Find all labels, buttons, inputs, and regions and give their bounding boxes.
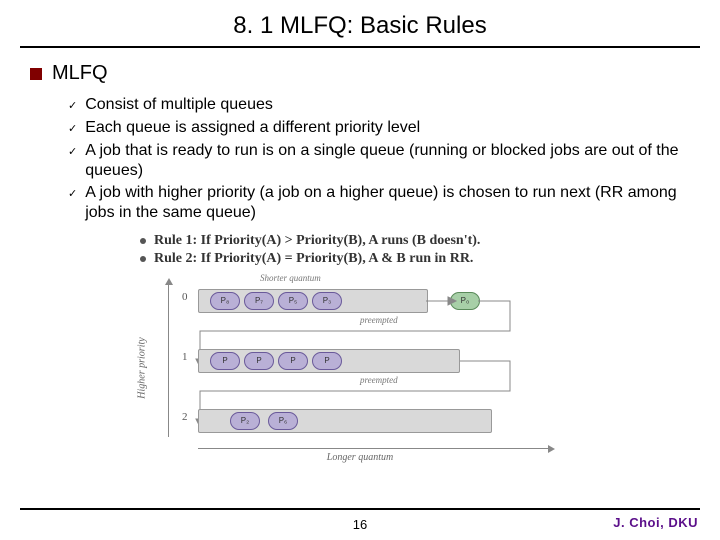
title-rule: [20, 46, 700, 48]
process-node: P₂: [230, 412, 260, 430]
bullet-text: Consist of multiple queues: [85, 95, 273, 115]
heading-text: MLFQ: [52, 62, 108, 85]
slide-title: 8. 1 MLFQ: Basic Rules: [0, 0, 720, 46]
page-number: 16: [353, 517, 367, 532]
rule-1: Rule 1: If Priority(A) > Priority(B), A …: [154, 233, 480, 248]
bullet-list: ✓ Consist of multiple queues ✓ Each queu…: [68, 95, 690, 223]
mlfq-diagram: Higher priority Shorter quantum 0 P₈ P₇ …: [150, 273, 570, 463]
list-item: ✓ A job with higher priority (a job on a…: [68, 183, 690, 223]
check-icon: ✓: [68, 184, 77, 204]
heading-row: MLFQ: [30, 62, 690, 85]
bullet-text: A job that is ready to run is on a singl…: [85, 141, 690, 181]
slide: 8. 1 MLFQ: Basic Rules MLFQ ✓ Consist of…: [0, 0, 720, 540]
x-axis-label: Longer quantum: [327, 452, 393, 463]
square-bullet-icon: [30, 68, 42, 80]
rule-2: Rule 2: If Priority(A) = Priority(B), A …: [154, 251, 473, 266]
x-axis-arrow-icon: [198, 448, 550, 449]
rules-box: Rule 1: If Priority(A) > Priority(B), A …: [140, 233, 690, 267]
preempted-label: preempted: [360, 375, 398, 385]
process-node: P₆: [268, 412, 298, 430]
rule-row: Rule 2: If Priority(A) = Priority(B), A …: [140, 251, 690, 267]
author-label: J. Choi, DKU: [613, 515, 698, 530]
list-item: ✓ Each queue is assigned a different pri…: [68, 118, 690, 139]
rule-text: Rule 1: If Priority(A) > Priority(B), A …: [154, 233, 480, 249]
bullet-text: A job with higher priority (a job on a h…: [85, 183, 690, 223]
check-icon: ✓: [68, 119, 77, 139]
bullet-text: Each queue is assigned a different prior…: [85, 118, 420, 138]
queue-index-label: 2: [182, 411, 188, 423]
check-icon: ✓: [68, 142, 77, 162]
list-item: ✓ Consist of multiple queues: [68, 95, 690, 116]
check-icon: ✓: [68, 96, 77, 116]
rule-text: Rule 2: If Priority(A) = Priority(B), A …: [154, 251, 473, 267]
content-area: MLFQ ✓ Consist of multiple queues ✓ Each…: [0, 62, 720, 463]
flow-lines-2: [150, 273, 570, 463]
list-item: ✓ A job that is ready to run is on a sin…: [68, 141, 690, 181]
footer-rule: [20, 508, 700, 510]
dot-bullet-icon: [140, 238, 146, 244]
rule-row: Rule 1: If Priority(A) > Priority(B), A …: [140, 233, 690, 249]
dot-bullet-icon: [140, 256, 146, 262]
y-axis-label: Higher priority: [137, 337, 148, 398]
